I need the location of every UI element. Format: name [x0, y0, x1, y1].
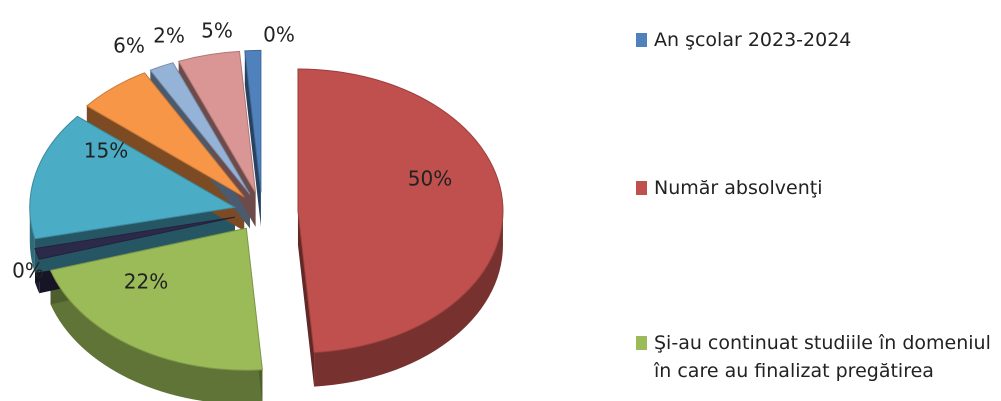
- pie-slice-3: [29, 115, 237, 240]
- legend-swatch: [636, 336, 647, 350]
- pie-slice-5: [149, 62, 251, 195]
- data-label-4: 6%: [113, 34, 145, 58]
- legend-swatch: [636, 181, 647, 195]
- data-label-1: 22%: [124, 270, 168, 294]
- pie-slice-cut: [244, 50, 261, 227]
- pie-slice-cut: [297, 211, 315, 387]
- pie-slice-2: [34, 216, 236, 260]
- pie-slice-cut: [34, 207, 235, 273]
- data-label-3: 15%: [84, 139, 128, 163]
- pie-slice-7: [244, 49, 262, 193]
- legend-swatch: [636, 33, 647, 47]
- pie-slice-1: [49, 227, 263, 371]
- legend-item-numar-absolventi: Număr absolvenţi: [636, 174, 1001, 202]
- legend-label: Număr absolvenţi: [654, 177, 823, 199]
- data-label-5: 2%: [153, 24, 185, 48]
- data-label-6: 5%: [201, 19, 233, 43]
- legend-label: Şi-au continuat studiile în domeniul în …: [654, 332, 991, 382]
- legend-label: An şcolar 2023-2024: [654, 29, 852, 51]
- data-label-2: 0%: [12, 259, 44, 283]
- pie-slice-0: [297, 68, 504, 354]
- pie-slice-6: [177, 50, 257, 194]
- legend-item-an-scolar: An şcolar 2023-2024: [636, 26, 1001, 54]
- pie-slice-4: [85, 72, 245, 198]
- legend-item-continuat-studiile: Şi-au continuat studiile în domeniul în …: [636, 329, 1001, 385]
- pie-slice-side: [314, 211, 503, 387]
- data-label-0: 50%: [408, 167, 452, 191]
- pie-top-layer: [29, 49, 504, 371]
- data-label-7: 0%: [263, 23, 295, 47]
